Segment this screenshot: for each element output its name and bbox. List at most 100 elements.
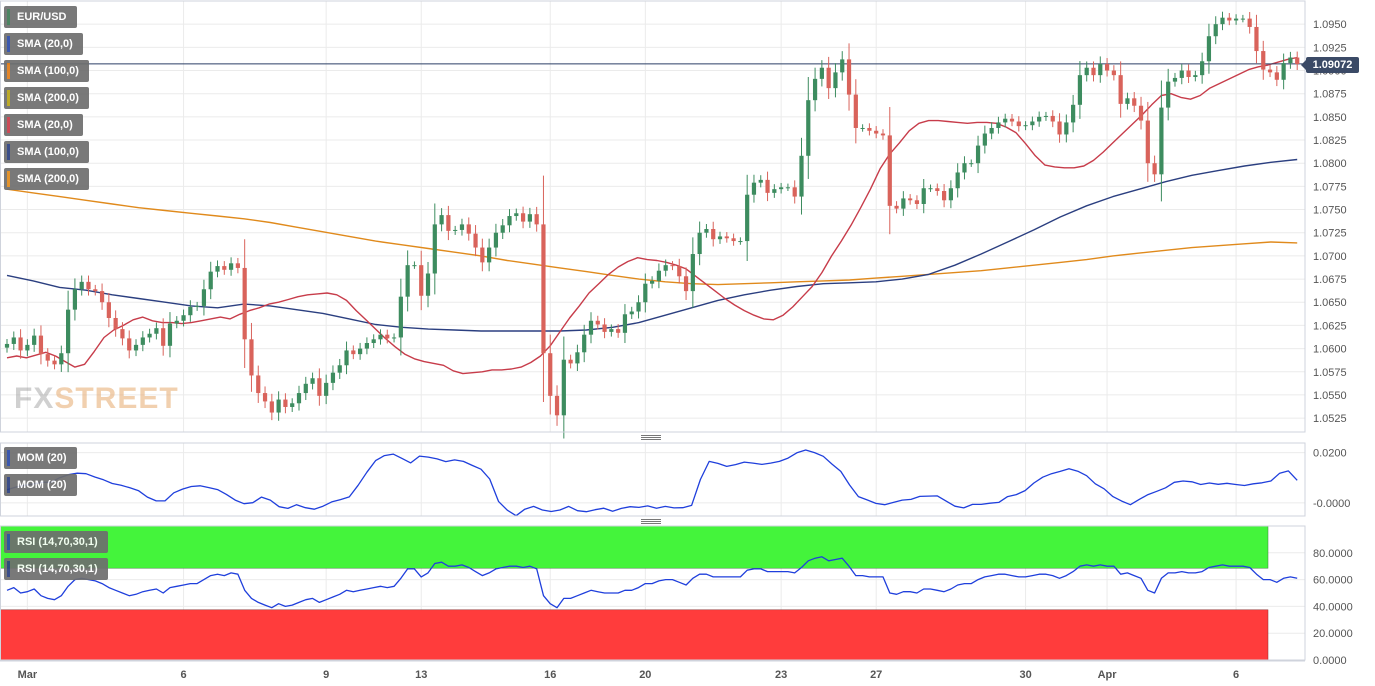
candle-body: [317, 378, 322, 396]
legend-label: MOM (20): [17, 452, 67, 464]
candle-body: [140, 337, 145, 345]
rsi-panel-resize-handle[interactable]: [641, 519, 661, 524]
legend-swatch: [7, 9, 10, 25]
candle-body: [133, 344, 139, 351]
candle-body: [405, 265, 410, 297]
candle-body: [378, 334, 383, 340]
candle-body: [1206, 36, 1212, 62]
candle-body: [1213, 24, 1218, 37]
candle-body: [38, 335, 44, 355]
candle-body: [867, 127, 872, 131]
candle-body: [351, 350, 356, 355]
price-tick-label: 1.0875: [1313, 89, 1347, 101]
price-tick-label: 1.0575: [1313, 367, 1347, 379]
price-legend-item[interactable]: EUR/USD: [4, 6, 77, 28]
price-legend-item[interactable]: SMA (20,0): [4, 33, 83, 55]
price-tick-label: 1.0700: [1313, 251, 1347, 263]
candle-body: [1254, 26, 1259, 52]
x-tick-label: 6: [1233, 669, 1239, 681]
candle-body: [310, 378, 315, 384]
candle-body: [1145, 120, 1150, 164]
candle-body: [982, 133, 987, 146]
candle-body: [874, 130, 879, 134]
sma-200-line: [6, 188, 1298, 286]
price-tick-label: 1.0650: [1313, 297, 1347, 309]
candle-body: [235, 263, 240, 268]
candle-body: [1152, 163, 1157, 175]
candle-body: [622, 314, 628, 333]
candle-body: [1220, 17, 1225, 25]
legend-label: RSI (14,70,30,1): [17, 563, 98, 575]
candle-body: [670, 265, 675, 267]
candle-body: [1057, 121, 1062, 135]
price-legend-item[interactable]: SMA (100,0): [4, 141, 89, 163]
legend-label: SMA (100,0): [17, 146, 79, 158]
legend-label: SMA (20,0): [17, 119, 73, 131]
price-tick-label: 1.0600: [1313, 344, 1347, 356]
candle-body: [656, 270, 662, 281]
candle-body: [724, 236, 729, 239]
candle-body: [779, 187, 784, 190]
x-tick-label: Apr: [1098, 669, 1118, 681]
mom-tick-label: -0.0000: [1313, 498, 1350, 510]
price-tick-label: 1.0950: [1313, 19, 1347, 31]
price-legend-item[interactable]: SMA (200,0): [4, 87, 89, 109]
candle-body: [609, 329, 614, 332]
price-legend-item[interactable]: SMA (200,0): [4, 168, 89, 190]
candle-body: [663, 265, 668, 271]
candle-body: [935, 188, 940, 192]
legend-swatch: [7, 117, 10, 133]
candle-body: [419, 265, 424, 296]
candle-body: [66, 309, 71, 354]
candle-body: [303, 383, 308, 394]
candle-body: [72, 289, 78, 310]
candle-body: [473, 233, 478, 248]
rsi-legend-item[interactable]: RSI (14,70,30,1): [4, 531, 108, 553]
candle-body: [256, 375, 261, 394]
candle-body: [59, 353, 64, 365]
candle-body: [446, 215, 451, 231]
candle-body: [208, 271, 213, 290]
rsi-legend-item[interactable]: RSI (14,70,30,1): [4, 558, 108, 580]
candle-body: [1098, 64, 1103, 76]
candle-body: [840, 59, 845, 73]
mom-panel-frame: [0, 442, 1306, 517]
watermark-text: FXSTREET: [14, 382, 179, 415]
candle-body: [806, 100, 811, 156]
mom-tick-label: 0.0200: [1313, 448, 1347, 460]
mom-panel-resize-handle[interactable]: [641, 435, 661, 440]
candle-body: [364, 343, 370, 349]
candle-body: [99, 291, 105, 303]
candle-body: [1023, 125, 1028, 127]
candle-body: [1064, 122, 1069, 135]
candle-body: [738, 241, 743, 243]
rsi-oversold-band: [0, 609, 1269, 661]
candle-body: [1193, 75, 1198, 78]
candle-body: [106, 302, 111, 318]
candle-body: [439, 215, 444, 225]
candle-body: [1125, 98, 1130, 104]
x-tick-label: 23: [775, 669, 787, 681]
candle-body: [1295, 57, 1300, 65]
legend-swatch: [7, 36, 10, 52]
candle-body: [520, 213, 526, 222]
candle-body: [616, 329, 621, 333]
legend-swatch: [7, 90, 10, 106]
candle-body: [412, 265, 417, 267]
mom-legend-item[interactable]: MOM (20): [4, 447, 77, 469]
candle-body: [792, 187, 797, 197]
candle-body: [1179, 70, 1184, 78]
watermark-fx: FX: [14, 382, 55, 415]
price-legend-item[interactable]: SMA (100,0): [4, 60, 89, 82]
mom-legend-item[interactable]: MOM (20): [4, 474, 77, 496]
price-legend-item[interactable]: SMA (20,0): [4, 114, 83, 136]
candle-body: [880, 133, 886, 136]
x-tick-label: 27: [870, 669, 882, 681]
candle-body: [948, 188, 953, 201]
candle-body: [296, 393, 302, 404]
candle-body: [344, 350, 349, 366]
candle-body: [1118, 75, 1123, 104]
candle-body: [79, 281, 84, 290]
candle-body: [588, 320, 594, 335]
